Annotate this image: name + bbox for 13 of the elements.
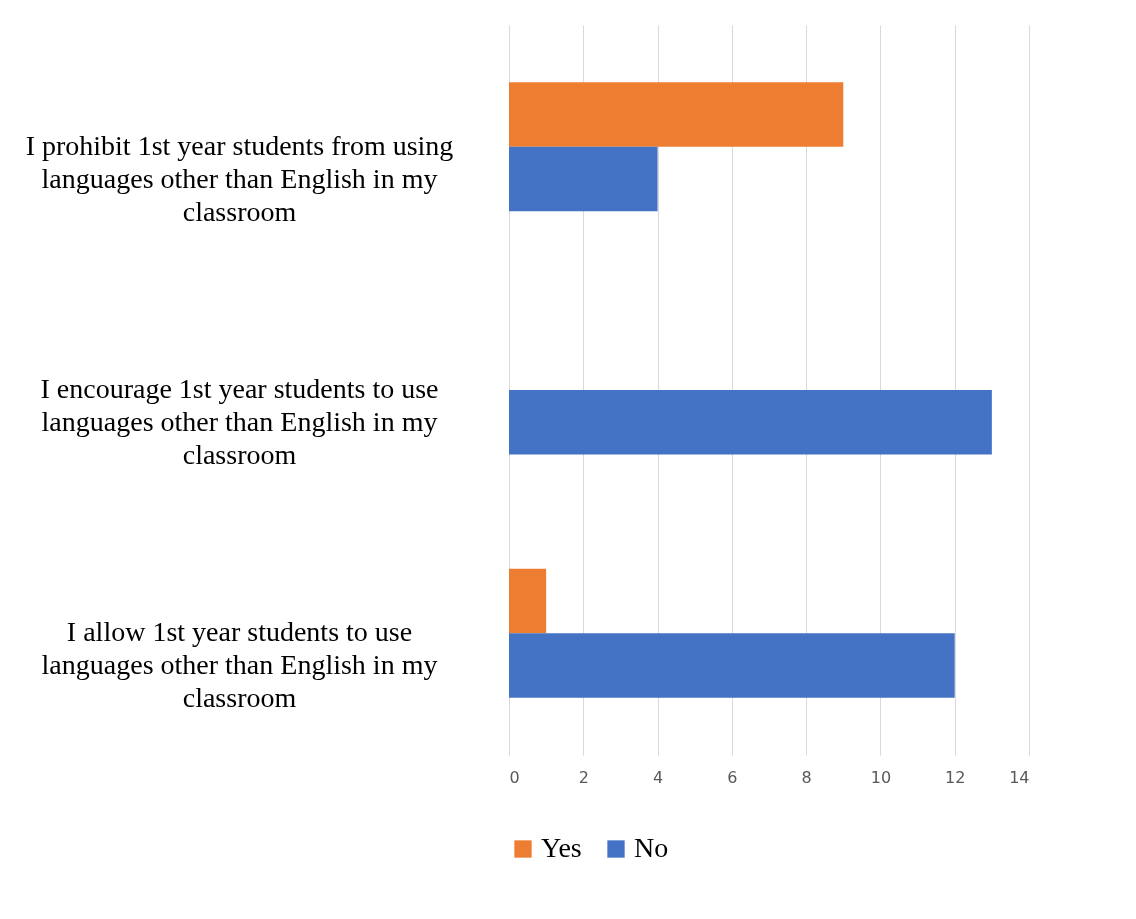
legend-label: No [634,832,669,863]
y-tick-label: I allow 1st year students to use languages other than English in my classroom [41,616,438,714]
x-tick-label: 2 [578,767,589,787]
y-tick-label: I encourage 1st year students to use languages other than English in my classroom [40,373,439,470]
x-tick-label: 0 [509,767,520,787]
x-tick-label: 8 [801,767,812,787]
y-tick-label: I prohibit 1st year students from using languages other than English in my classroom [25,129,454,227]
x-tick-label: 12 [945,767,966,787]
x-tick-label: 10 [870,767,892,787]
x-tick-label: 14 [1009,767,1030,787]
legend-label: Yes [541,832,582,863]
x-tick-label: 4 [652,767,664,787]
x-tick-label: 6 [727,767,738,787]
